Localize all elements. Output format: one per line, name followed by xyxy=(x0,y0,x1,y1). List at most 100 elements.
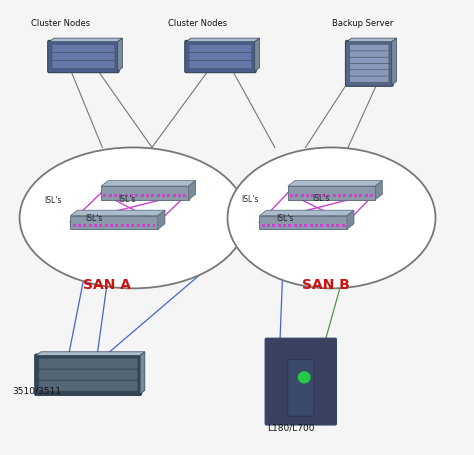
Bar xyxy=(141,195,144,198)
Bar xyxy=(142,224,145,228)
Polygon shape xyxy=(118,39,122,72)
Bar xyxy=(178,195,181,198)
Bar xyxy=(283,224,286,228)
FancyBboxPatch shape xyxy=(189,46,252,53)
Bar xyxy=(278,224,281,228)
Bar xyxy=(317,195,319,198)
Bar xyxy=(310,224,312,228)
Bar xyxy=(289,224,291,228)
Bar xyxy=(370,195,373,198)
FancyBboxPatch shape xyxy=(350,51,389,58)
Bar xyxy=(301,195,304,198)
Bar xyxy=(103,195,106,198)
Polygon shape xyxy=(255,39,259,72)
Polygon shape xyxy=(101,181,196,187)
Text: Backup Server: Backup Server xyxy=(331,19,393,28)
Polygon shape xyxy=(140,352,145,394)
Bar xyxy=(137,224,139,228)
Bar xyxy=(126,224,129,228)
FancyBboxPatch shape xyxy=(185,41,256,74)
FancyBboxPatch shape xyxy=(350,58,389,64)
Bar xyxy=(136,195,138,198)
Bar xyxy=(299,224,302,228)
Bar xyxy=(320,224,323,228)
FancyBboxPatch shape xyxy=(350,76,389,83)
Bar xyxy=(119,195,122,198)
Bar xyxy=(114,195,117,198)
Bar xyxy=(267,224,270,228)
Bar xyxy=(157,195,160,198)
FancyBboxPatch shape xyxy=(39,370,137,380)
Polygon shape xyxy=(49,39,122,43)
Polygon shape xyxy=(259,211,354,216)
Bar xyxy=(304,224,307,228)
Bar xyxy=(100,224,102,228)
Bar xyxy=(333,195,336,198)
Bar xyxy=(290,195,293,198)
Bar xyxy=(359,195,362,198)
Bar xyxy=(83,224,86,228)
Polygon shape xyxy=(288,187,375,200)
FancyBboxPatch shape xyxy=(265,339,337,425)
Bar xyxy=(89,224,91,228)
Text: Cluster Nodes: Cluster Nodes xyxy=(31,19,91,28)
Text: ISL's: ISL's xyxy=(118,194,135,203)
Bar xyxy=(105,224,108,228)
Text: ISL's: ISL's xyxy=(44,196,62,205)
Text: ISL's: ISL's xyxy=(85,213,102,222)
FancyBboxPatch shape xyxy=(39,381,137,391)
Bar xyxy=(306,195,309,198)
Polygon shape xyxy=(347,39,397,43)
Text: ISL's: ISL's xyxy=(313,193,330,202)
FancyBboxPatch shape xyxy=(35,354,142,395)
Bar xyxy=(322,195,325,198)
Bar xyxy=(315,224,318,228)
Bar xyxy=(338,195,341,198)
Bar xyxy=(125,195,128,198)
Polygon shape xyxy=(186,39,259,43)
Text: SAN A: SAN A xyxy=(83,278,131,292)
Circle shape xyxy=(299,372,310,383)
Polygon shape xyxy=(36,352,145,356)
Bar xyxy=(354,195,357,198)
Bar xyxy=(131,224,134,228)
Bar xyxy=(262,224,264,228)
Bar xyxy=(344,195,346,198)
FancyBboxPatch shape xyxy=(288,360,314,416)
Polygon shape xyxy=(375,181,383,200)
Bar xyxy=(173,195,175,198)
Bar xyxy=(365,195,367,198)
Bar xyxy=(311,195,314,198)
Polygon shape xyxy=(347,211,354,230)
FancyBboxPatch shape xyxy=(39,359,137,369)
Bar xyxy=(130,195,133,198)
Bar xyxy=(73,224,76,228)
Polygon shape xyxy=(158,211,165,230)
Bar xyxy=(153,224,155,228)
Text: Cluster Nodes: Cluster Nodes xyxy=(168,19,228,28)
FancyBboxPatch shape xyxy=(48,41,119,74)
Bar xyxy=(147,224,150,228)
Polygon shape xyxy=(101,187,189,200)
Polygon shape xyxy=(259,216,347,230)
Bar xyxy=(294,224,297,228)
Bar xyxy=(183,195,186,198)
Bar xyxy=(78,224,81,228)
Text: ISL's: ISL's xyxy=(276,213,293,222)
Bar xyxy=(110,224,113,228)
Polygon shape xyxy=(392,39,397,86)
Ellipse shape xyxy=(19,148,246,289)
FancyBboxPatch shape xyxy=(350,71,389,77)
Bar xyxy=(331,224,334,228)
FancyBboxPatch shape xyxy=(52,46,115,53)
Bar xyxy=(94,224,97,228)
Bar xyxy=(151,195,154,198)
Bar xyxy=(337,224,339,228)
Polygon shape xyxy=(189,181,196,200)
Bar xyxy=(342,224,345,228)
Text: L180/L700: L180/L700 xyxy=(267,422,314,431)
Bar xyxy=(167,195,170,198)
Bar xyxy=(115,224,118,228)
Bar xyxy=(328,195,330,198)
Bar xyxy=(146,195,149,198)
